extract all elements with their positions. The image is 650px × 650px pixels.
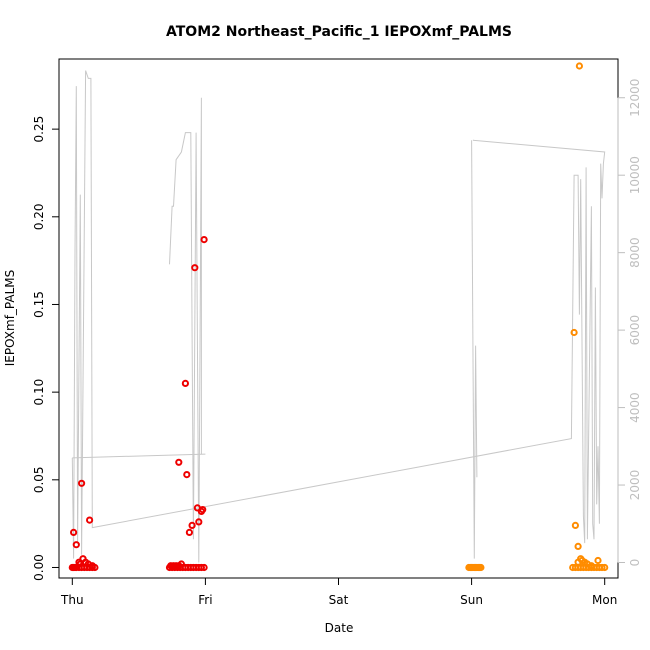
data-point: [175, 458, 183, 466]
x-tick-label: Thu: [60, 593, 84, 607]
data-point: [177, 560, 185, 568]
right-y-axis: 0 2000 4000 6000 8000 10000 12000: [617, 79, 642, 567]
right-y-tick-label: 6000: [628, 315, 642, 346]
y-axis-label: IEPOXmf_PALMS: [3, 270, 17, 367]
right-y-tick-label: 0: [628, 559, 642, 567]
y-tick-label: 0.05: [32, 466, 46, 493]
altitude-line-segment: [72, 453, 206, 459]
data-point: [191, 264, 199, 272]
data-points-layer: [68, 62, 609, 572]
data-point: [571, 521, 580, 530]
y-tick-label: 0.20: [32, 203, 46, 230]
data-point: [88, 562, 96, 570]
data-point: [197, 507, 205, 515]
right-y-tick-label: 12000: [628, 79, 642, 117]
data-point: [575, 62, 584, 70]
right-y-tick-label: 8000: [628, 237, 642, 268]
data-point: [181, 379, 189, 387]
data-point: [587, 562, 596, 570]
right-y-tick-label: 4000: [628, 392, 642, 423]
altitude-line-segment: [169, 97, 202, 563]
data-point: [570, 328, 578, 337]
x-axis-label: Date: [325, 621, 354, 635]
data-point: [594, 556, 602, 565]
x-axis: Thu Fri Sat Sun Mon: [60, 577, 617, 607]
altitude-line-segment: [471, 140, 478, 559]
altitude-line-layer: [71, 70, 606, 563]
data-point: [200, 236, 208, 244]
data-point: [70, 528, 78, 537]
data-point: [574, 542, 582, 551]
data-point: [183, 471, 191, 479]
x-tick-label: Sun: [460, 593, 483, 607]
y-tick-label: 0.10: [32, 379, 46, 406]
altitude-line-segment: [71, 70, 606, 559]
right-y-tick-label: 10000: [628, 156, 642, 194]
y-tick-label: 0.25: [32, 116, 46, 143]
x-tick-label: Mon: [592, 593, 617, 607]
data-point: [76, 560, 84, 568]
data-point: [195, 518, 203, 526]
x-tick-label: Sat: [329, 593, 349, 607]
x-tick-label: Fri: [198, 593, 212, 607]
data-point: [72, 541, 80, 549]
y-axis: 0.00 0.05 0.10 0.15 0.20 0.25: [32, 116, 60, 581]
data-point: [200, 563, 208, 572]
data-point: [188, 521, 196, 530]
data-point: [185, 528, 193, 537]
data-point: [601, 563, 609, 572]
y-tick-label: 0.15: [32, 291, 46, 318]
data-point: [477, 563, 485, 572]
y-tick-label: 0.00: [32, 554, 46, 581]
chart-title: ATOM2 Northeast_Pacific_1 IEPOXmf_PALMS: [166, 24, 512, 40]
data-point: [197, 563, 205, 572]
data-point: [598, 563, 606, 572]
data-point: [78, 479, 86, 487]
data-point: [86, 516, 94, 524]
right-y-tick-label: 2000: [628, 470, 642, 501]
